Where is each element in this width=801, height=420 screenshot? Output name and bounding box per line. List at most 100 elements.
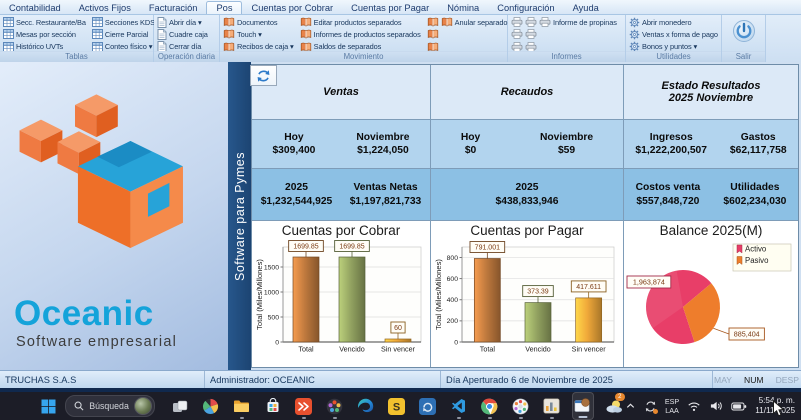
ribbon-button-anular-separado[interactable]: Anular separado (424, 16, 511, 28)
ribbon-button-label: Abrir día ▾ (169, 17, 202, 27)
taskbar-icon-chrome[interactable] (479, 392, 501, 420)
ribbon-button-label: Editar productos separados (313, 17, 402, 27)
microsoft-store-icon (265, 398, 281, 414)
start-button[interactable] (40, 394, 57, 418)
ribbon-icon-button[interactable] (508, 28, 620, 40)
svg-text:Sin vencer: Sin vencer (572, 345, 607, 354)
taskbar-search[interactable]: Búsqueda (65, 395, 155, 417)
panel-metrics-row: Hoy $0 Noviembre $59 (431, 120, 624, 169)
ribbon-button-bonos-y-puntos[interactable]: Bonos y puntos ▾ (626, 41, 721, 53)
chart-cell-0: Cuentas por Cobrar 0 500 1000 1500 Total 1699.… (252, 221, 431, 367)
taskbar-icon-remote-desktop-app[interactable] (417, 392, 439, 420)
ribbon-button-saldos-de-separados[interactable]: Saldos de separados (297, 41, 424, 53)
ribbon-button-label: Touch ▾ (237, 29, 262, 39)
taskbar-icon-paint[interactable] (510, 392, 532, 420)
ribbon-group-label: Salir (722, 51, 765, 62)
ribbon-button-recibos-de-caja[interactable]: Recibos de caja ▾ (220, 41, 297, 53)
file-explorer-icon (233, 399, 250, 413)
page-icon (157, 41, 167, 53)
svg-text:Sin vencer: Sin vencer (381, 345, 416, 354)
taskbar-icon-chart-app[interactable] (541, 392, 563, 420)
tab-pos[interactable]: Pos (206, 1, 243, 14)
metric-label: Ingresos (649, 131, 693, 143)
ribbon-button-label: Abrir monedero (642, 17, 692, 27)
tab-facturacion[interactable]: Facturación (148, 3, 198, 13)
metric-label: Ventas Netas (353, 182, 418, 194)
tab-ayuda[interactable]: Ayuda (572, 3, 599, 13)
taskbar-icon-microsoft-store[interactable] (262, 392, 284, 420)
page-icon (157, 28, 167, 40)
tab-contabilidad[interactable]: Contabilidad (9, 3, 61, 13)
brand-tagline: Software empresarial (16, 334, 177, 350)
ribbon-button-informes-de-productos-separados[interactable]: Informes de productos separados (297, 28, 424, 40)
svg-text:S: S (393, 401, 400, 413)
tray-chevron-up-icon[interactable] (625, 401, 636, 411)
svg-text:Activo: Activo (745, 245, 767, 254)
tab-activos-fijos[interactable]: Activos Fijos (78, 3, 131, 13)
ribbon: Contabilidad Activos Fijos Facturación Pos C… (0, 0, 801, 62)
task-view-icon (172, 399, 188, 414)
metric-2025: 2025 $1,232,544,925 (261, 181, 333, 208)
refresh-button[interactable] (250, 65, 277, 86)
metric-value: $1,222,200,507 (635, 145, 707, 156)
metric-noviembre: Noviembre $1,224,050 (356, 131, 409, 158)
ribbon-button-historico-uvts[interactable]: Histórico UVTs (0, 41, 89, 53)
search-highlight-image[interactable] (133, 397, 152, 415)
ribbon-button-editar-productos-separados[interactable]: Editar productos separados (297, 16, 424, 28)
metric-hoy: Hoy $0 (461, 131, 480, 158)
taskbar-icon-oceanic-app[interactable] (571, 392, 594, 420)
tab-nomina[interactable]: Nómina (447, 3, 480, 13)
taskbar-icon-vscode[interactable] (448, 392, 470, 420)
search-placeholder: Búsqueda (89, 401, 129, 411)
page-icon (157, 16, 167, 28)
taskbar-icon-file-explorer[interactable] (231, 392, 253, 420)
volume-icon[interactable] (709, 400, 723, 412)
taskbar-icon-edge-browser[interactable] (355, 392, 377, 420)
ribbon-button-abrir-dia[interactable]: Abrir día ▾ (154, 16, 211, 28)
sync-tray-icon[interactable] (644, 400, 658, 414)
ribbon-button-secciones-kds[interactable]: Secciones KDS (89, 16, 158, 28)
taskbar-icon-weather[interactable]: 2 (603, 392, 625, 420)
tab-cuentas-por-cobrar[interactable]: Cuentas por Cobrar (251, 3, 334, 13)
ribbon-button-label: Cerrar día (169, 42, 202, 52)
taskbar-icon-multicolor-app[interactable] (324, 392, 346, 420)
panel-title-text: Estado Resultados (661, 80, 761, 92)
running-indicator (578, 415, 588, 418)
status-flag-num: NUM (744, 374, 764, 385)
exit-power-button[interactable] (732, 19, 756, 48)
taskbar-icon-yellow-s-app[interactable]: S (386, 392, 408, 420)
ribbon-button-cuadre-caja[interactable]: Cuadre caja (154, 28, 211, 40)
book-icon (427, 17, 439, 27)
logo-panel: Oceanic Software empresarial (0, 62, 228, 370)
ribbon-button-secc-restaurante-ba[interactable]: Secc. Restaurante/Ba (0, 16, 89, 28)
tab-cuentas-por-pagar[interactable]: Cuentas por Pagar (351, 3, 430, 13)
taskbar-icon-red-arrows-app[interactable] (293, 392, 315, 420)
gear-icon (629, 29, 640, 40)
running-indicator (332, 416, 337, 419)
ribbon-button-label: Mesas por sección (16, 29, 76, 39)
wifi-icon[interactable] (687, 401, 701, 412)
svg-text:1699.85: 1699.85 (293, 244, 318, 251)
ribbon-button-ventas-x-forma-de-pago[interactable]: Ventas x forma de pago (626, 28, 721, 40)
ribbon-button-cierre-parcial[interactable]: Cierre Parcial (89, 28, 158, 40)
metric-ventas-netas: Ventas Netas $1,197,821,733 (350, 181, 422, 208)
ribbon-icon-button[interactable] (424, 28, 511, 40)
language-indicator[interactable]: ESP LAA (664, 397, 680, 415)
ribbon-icon-button[interactable] (424, 41, 511, 53)
ribbon-button-cerrar-dia[interactable]: Cerrar día (154, 41, 211, 53)
tab-configuracion[interactable]: Configuración (497, 3, 555, 13)
battery-icon[interactable] (731, 401, 747, 412)
ribbon-icon-button[interactable] (508, 41, 620, 53)
ribbon-button-documentos[interactable]: Documentos (220, 16, 297, 28)
metric-value: $0 (464, 145, 477, 156)
ribbon-button-abrir-monedero[interactable]: Abrir monedero (626, 16, 721, 28)
ribbon-button-touch[interactable]: Touch ▾ (220, 28, 297, 40)
ribbon-button-informe-de-propinas[interactable]: Informe de propinas (508, 16, 620, 28)
ribbon-button-mesas-por-seccion[interactable]: Mesas por sección (0, 28, 89, 40)
vertical-banner: Software para Pymes (228, 62, 251, 370)
taskbar-icon-task-view[interactable] (169, 392, 191, 420)
printer-icon (511, 29, 523, 40)
taskbar-icon-colorful-pie-app[interactable] (200, 392, 222, 420)
svg-text:Total (Miles/Millones): Total (Miles/Millones) (255, 259, 264, 330)
